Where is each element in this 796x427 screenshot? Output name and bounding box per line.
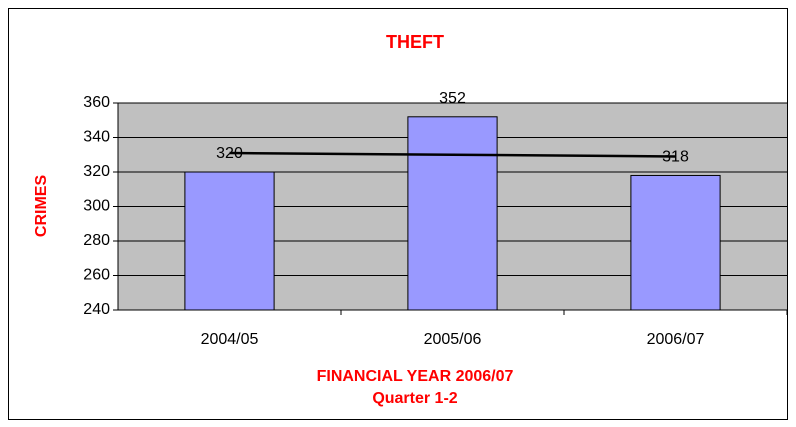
bar — [407, 116, 498, 311]
bar — [630, 174, 721, 311]
x-tick-label: 2004/05 — [201, 331, 259, 348]
x-tick-label: 2006/07 — [647, 331, 705, 348]
bar — [184, 171, 275, 311]
chart-title: THEFT — [386, 32, 444, 52]
data-label: 352 — [439, 90, 466, 107]
y-tick-label: 340 — [83, 129, 110, 146]
data-label: 320 — [216, 145, 243, 162]
x-axis-title: FINANCIAL YEAR 2006/07 — [317, 368, 514, 385]
y-tick-label: 320 — [83, 163, 110, 180]
trendline — [229, 151, 676, 158]
y-tick-label: 300 — [83, 198, 110, 215]
data-label: 318 — [662, 149, 689, 166]
y-tick-label: 360 — [83, 94, 110, 111]
y-tick-label: 260 — [83, 267, 110, 284]
y-axis-title: CRIMES — [33, 175, 50, 238]
y-tick-label: 240 — [83, 301, 110, 318]
x-axis-title: Quarter 1-2 — [372, 390, 457, 407]
y-tick-label: 280 — [83, 232, 110, 249]
x-tick-label: 2005/06 — [424, 331, 482, 348]
